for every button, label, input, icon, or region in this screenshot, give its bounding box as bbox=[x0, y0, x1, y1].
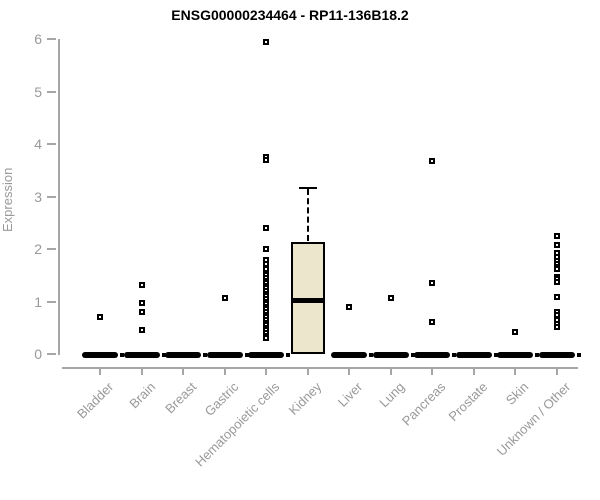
outlier-point bbox=[263, 246, 269, 252]
outlier-point bbox=[346, 303, 352, 310]
outlier-point bbox=[138, 309, 145, 315]
outlier-point bbox=[97, 314, 103, 321]
y-tick-label: 5 bbox=[34, 83, 42, 100]
x-axis-tick bbox=[389, 368, 392, 375]
x-tick-label: Unknown / Other bbox=[493, 379, 573, 459]
outlier-point bbox=[263, 156, 269, 163]
zero-expression-bar bbox=[455, 352, 492, 358]
outlier-point bbox=[553, 266, 560, 273]
outlier-point bbox=[138, 282, 145, 289]
x-axis-tick bbox=[348, 368, 350, 375]
y-axis-line bbox=[58, 39, 60, 355]
upper-whisker-cap bbox=[298, 187, 317, 190]
x-axis-tick bbox=[555, 368, 558, 375]
y-tick-label: 1 bbox=[34, 293, 42, 310]
x-axis-tick bbox=[99, 368, 101, 375]
zero-bar-tail-dot bbox=[203, 353, 207, 357]
zero-bar-tail-dot bbox=[244, 353, 249, 357]
x-axis-tick bbox=[140, 368, 143, 375]
zero-bar-tail-dot bbox=[120, 353, 124, 357]
upper-whisker-line bbox=[306, 189, 309, 242]
x-tick-label: Lung bbox=[375, 379, 407, 411]
outlier-point bbox=[138, 300, 145, 307]
y-axis-tick bbox=[47, 300, 56, 303]
x-tick-label: Gastric bbox=[201, 379, 241, 419]
outlier-point bbox=[387, 294, 394, 301]
zero-expression-bar bbox=[123, 352, 160, 358]
x-axis-tick bbox=[182, 368, 184, 375]
y-axis-tick bbox=[47, 195, 56, 198]
y-tick-label: 2 bbox=[34, 241, 42, 257]
zero-expression-bar bbox=[206, 352, 243, 358]
zero-expression-bar bbox=[372, 352, 409, 358]
outlier-point bbox=[512, 328, 518, 335]
outlier-point bbox=[553, 279, 560, 286]
x-tick-label: Bladder bbox=[74, 379, 117, 422]
x-axis-tick bbox=[265, 368, 267, 375]
zero-bar-tail-dot bbox=[493, 353, 498, 357]
x-axis-tick bbox=[223, 368, 226, 375]
chart-title: ENSG00000234464 - RP11-136B18.2 bbox=[171, 7, 409, 23]
zero-expression-bar bbox=[82, 352, 118, 358]
x-tick-label: Skin bbox=[502, 379, 532, 408]
x-axis-line bbox=[62, 367, 578, 369]
x-axis-tick bbox=[431, 368, 433, 375]
zero-bar-tail-dot bbox=[369, 353, 373, 357]
zero-bar-tail-dot bbox=[576, 353, 581, 357]
zero-expression-bar bbox=[165, 352, 201, 358]
y-tick-label: 4 bbox=[34, 136, 42, 152]
outlier-point bbox=[263, 335, 269, 342]
zero-bar-tail-dot bbox=[410, 353, 415, 357]
zero-expression-bar bbox=[414, 352, 450, 358]
median-line bbox=[290, 297, 325, 303]
outlier-point bbox=[553, 324, 560, 331]
y-tick-label: 6 bbox=[34, 31, 42, 47]
zero-bar-tail-dot bbox=[452, 353, 456, 357]
zero-expression-bar bbox=[331, 352, 367, 358]
zero-bar-tail-dot bbox=[535, 353, 539, 357]
zero-expression-bar bbox=[538, 352, 575, 358]
y-axis-tick bbox=[47, 38, 56, 40]
outlier-point bbox=[553, 232, 560, 239]
y-axis-tick bbox=[47, 90, 56, 93]
x-tick-label: Liver bbox=[334, 379, 366, 410]
y-axis-tick bbox=[47, 248, 56, 250]
zero-expression-bar bbox=[497, 352, 533, 358]
outlier-point bbox=[263, 39, 269, 46]
y-axis-tick bbox=[47, 143, 56, 145]
x-tick-label: Breast bbox=[162, 379, 200, 417]
zero-expression-bar bbox=[248, 352, 284, 358]
x-tick-label: Pancreas bbox=[398, 379, 449, 429]
outlier-point bbox=[553, 293, 560, 300]
y-tick-label: 0 bbox=[34, 346, 42, 362]
outlier-point bbox=[263, 225, 269, 231]
zero-bar-tail-dot bbox=[286, 353, 290, 357]
outlier-point bbox=[221, 294, 228, 301]
x-axis-tick bbox=[472, 368, 475, 375]
outlier-point bbox=[429, 318, 435, 325]
x-axis-tick bbox=[514, 368, 516, 375]
outlier-point bbox=[429, 157, 435, 164]
x-tick-label: Prostate bbox=[444, 379, 490, 425]
x-tick-label: Brain bbox=[125, 379, 158, 412]
x-tick-label: Kidney bbox=[285, 379, 324, 418]
outlier-point bbox=[429, 280, 435, 287]
zero-bar-tail-dot bbox=[161, 353, 166, 357]
x-axis-tick bbox=[306, 368, 309, 375]
y-axis-tick bbox=[47, 353, 56, 355]
y-tick-label: 3 bbox=[34, 188, 42, 205]
outlier-point bbox=[138, 327, 145, 334]
outlier-point bbox=[553, 241, 560, 248]
